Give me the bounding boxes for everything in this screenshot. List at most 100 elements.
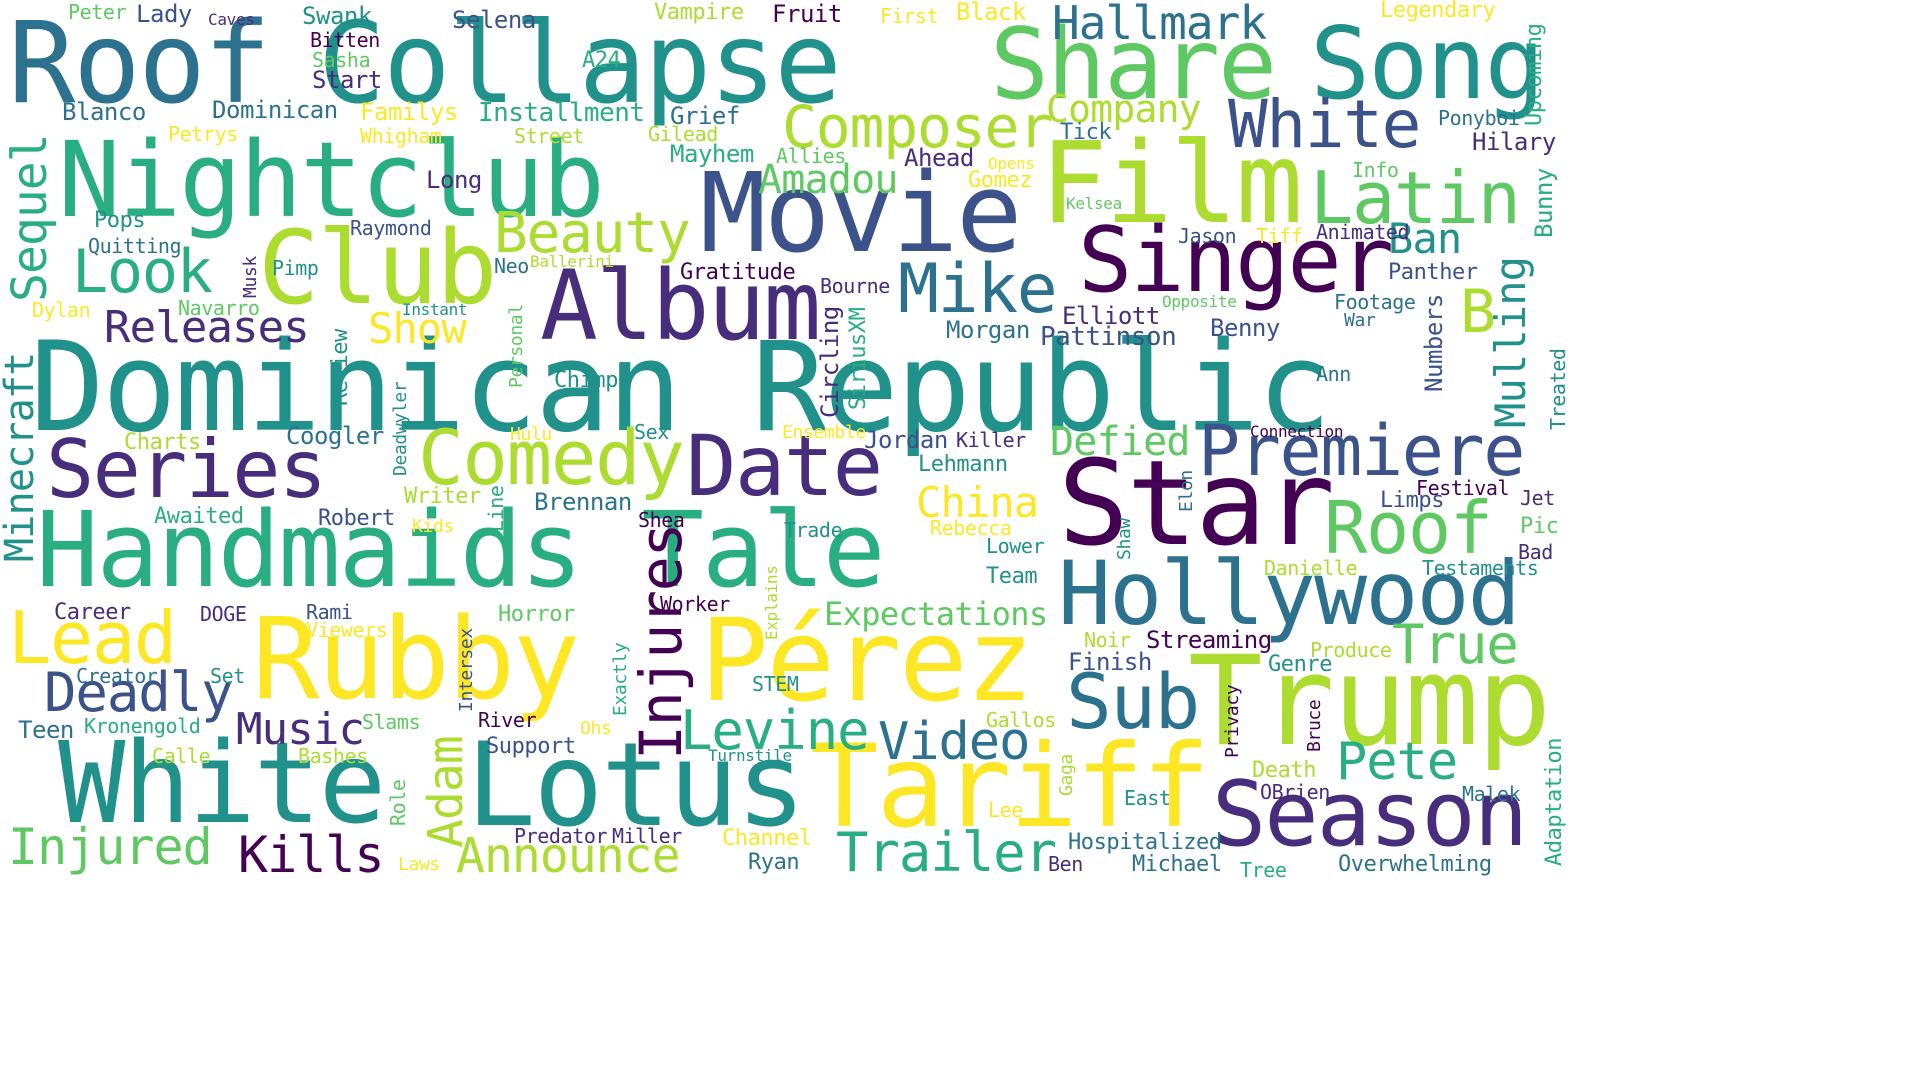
cloud-word-benny: Benny xyxy=(1210,314,1280,342)
cloud-word-review: Review xyxy=(328,329,353,406)
cloud-word-slams: Slams xyxy=(362,710,421,734)
cloud-word-career: Career xyxy=(54,600,131,625)
cloud-word-season: Season xyxy=(1212,762,1528,867)
cloud-word-personal: Personal xyxy=(506,304,527,388)
cloud-word-video: Video xyxy=(878,712,1030,772)
cloud-word-album: Album xyxy=(540,250,821,362)
cloud-word-familys: Familys xyxy=(360,98,458,126)
cloud-word-mike: Mike xyxy=(898,250,1058,329)
cloud-word-rubby: Rubby xyxy=(252,595,580,725)
cloud-word-expectations: Expectations xyxy=(824,595,1048,633)
cloud-word-bashes: Bashes xyxy=(298,744,368,768)
cloud-word-treated: Treated xyxy=(1546,348,1570,431)
cloud-word-grief: Grief xyxy=(670,102,740,130)
cloud-word-ponyboi: Ponyboi xyxy=(1438,106,1520,130)
cloud-word-kronengold: Kronengold xyxy=(84,714,201,738)
cloud-word-quitting: Quitting xyxy=(88,234,182,258)
cloud-word-adam: Adam xyxy=(418,736,474,848)
cloud-word-neo: Neo xyxy=(494,254,529,278)
cloud-word-channel: Channel xyxy=(722,826,812,851)
cloud-word-amadou: Amadou xyxy=(758,157,899,203)
cloud-word-ban: Ban xyxy=(1388,214,1462,263)
cloud-word-levine: Levine xyxy=(680,699,870,762)
cloud-word-malek: Malek xyxy=(1462,782,1521,806)
cloud-word-streaming: Streaming xyxy=(1146,626,1272,654)
cloud-word-worker: Worker xyxy=(660,592,730,616)
cloud-word-sequel: Sequel xyxy=(2,134,58,302)
cloud-word-show: Show xyxy=(368,304,467,353)
cloud-word-mulling: Mulling xyxy=(1486,256,1535,428)
cloud-word-gallos: Gallos xyxy=(986,708,1056,732)
cloud-word-tree: Tree xyxy=(1240,858,1287,882)
cloud-word-injured: Injured xyxy=(8,818,213,876)
cloud-word-caves: Caves xyxy=(208,10,255,29)
cloud-word-opposite: Opposite xyxy=(1162,292,1237,311)
cloud-word-predator: Predator xyxy=(514,824,608,848)
cloud-word-hallmark: Hallmark xyxy=(1052,0,1267,50)
cloud-word-numbers: Numbers xyxy=(1420,294,1448,392)
cloud-word-line: Line xyxy=(484,485,508,532)
cloud-word-ryan: Ryan xyxy=(748,850,800,875)
cloud-word-doge: DOGE xyxy=(200,602,247,626)
cloud-word-team: Team xyxy=(986,564,1038,589)
cloud-word-sex: Sex xyxy=(634,420,669,444)
cloud-word-horror: Horror xyxy=(498,602,575,627)
cloud-word-pete: Pete xyxy=(1336,732,1458,792)
cloud-word-tick: Tick xyxy=(1060,120,1112,145)
cloud-word-hulu: Hulu xyxy=(510,424,552,445)
cloud-word-music: Music xyxy=(236,704,365,755)
cloud-word-star: Star xyxy=(1058,434,1335,572)
cloud-word-testaments: Testaments xyxy=(1422,556,1539,580)
cloud-word-role: Role xyxy=(386,779,410,826)
cloud-word-ann: Ann xyxy=(1316,362,1351,386)
cloud-word-black: Black xyxy=(956,0,1026,26)
cloud-word-white-2: White xyxy=(1228,86,1421,163)
cloud-word-deadly: Deadly xyxy=(44,661,234,724)
cloud-word-legendary: Legendary xyxy=(1380,0,1496,23)
cloud-word-deadwyler: Deadwyler xyxy=(390,381,411,476)
cloud-word-musk: Musk xyxy=(240,256,261,298)
cloud-word-first: First xyxy=(880,4,939,28)
cloud-word-instant: Instant xyxy=(402,300,468,319)
cloud-word-peter: Peter xyxy=(68,0,127,24)
cloud-word-animated: Animated xyxy=(1316,220,1410,244)
cloud-word-dylan: Dylan xyxy=(32,298,91,322)
cloud-word-lady: Lady xyxy=(136,0,192,28)
cloud-word-coogler: Coogler xyxy=(286,422,384,450)
cloud-word-lower: Lower xyxy=(986,534,1045,558)
cloud-word-circling: Circling xyxy=(816,306,844,418)
cloud-word-trailer: Trailer xyxy=(836,821,1057,884)
cloud-word-handmaids-tale: Handmaids Tale xyxy=(36,489,886,611)
cloud-word-long: Long xyxy=(426,166,482,194)
cloud-word-ahead: Ahead xyxy=(904,144,974,172)
cloud-word-war: War xyxy=(1344,310,1376,331)
cloud-word-movie: Movie xyxy=(700,149,1022,277)
cloud-word-jordan: Jordan xyxy=(864,426,948,454)
cloud-word-jason: Jason xyxy=(1178,224,1237,248)
cloud-word-whigham: Whigham xyxy=(360,124,442,148)
cloud-word-hollywood: Hollywood xyxy=(1058,542,1521,645)
cloud-word-allies: Allies xyxy=(776,144,846,168)
cloud-word-teen: Teen xyxy=(18,716,74,744)
cloud-word-latin: Latin xyxy=(1310,156,1521,240)
cloud-word-lehmann: Lehmann xyxy=(918,452,1008,477)
cloud-word-singer: Singer xyxy=(1078,208,1394,313)
cloud-word-miller: Miller xyxy=(612,824,682,848)
cloud-word-share: Share xyxy=(990,8,1277,122)
cloud-word-beauty: Beauty xyxy=(494,201,691,266)
cloud-word-lee: Lee xyxy=(988,798,1023,822)
cloud-word-creator: Creator xyxy=(76,664,158,688)
cloud-word-trade: Trade xyxy=(784,518,843,542)
cloud-word-hospitalized: Hospitalized xyxy=(1068,830,1222,855)
cloud-word-sub: Sub xyxy=(1066,657,1200,746)
cloud-word-defied: Defied xyxy=(1050,419,1191,465)
cloud-word-look: Look xyxy=(72,237,213,307)
cloud-word-viewers: Viewers xyxy=(306,618,388,642)
cloud-word-roof-2: Roof xyxy=(1324,486,1493,570)
cloud-word-privacy: Privacy xyxy=(1222,684,1243,758)
cloud-word-vampire: Vampire xyxy=(654,0,744,25)
cloud-word-jet: Jet xyxy=(1520,486,1555,510)
cloud-word-pattinson: Pattinson xyxy=(1040,322,1177,352)
cloud-word-opens: Opens xyxy=(988,154,1035,173)
cloud-word-explains: Explains xyxy=(762,565,781,640)
